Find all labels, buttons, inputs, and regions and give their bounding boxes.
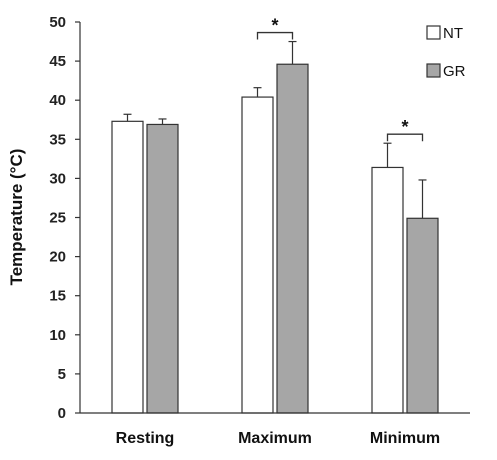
significance-bracket	[256, 31, 294, 40]
y-tick-label: 30	[49, 170, 66, 187]
x-category-label-maximum: Maximum	[238, 430, 312, 447]
bar-nt-minimum	[371, 166, 404, 414]
legend-swatch-gr	[426, 63, 441, 78]
significance-star: *	[401, 117, 408, 137]
significance-star: *	[271, 16, 278, 36]
significance-group: **	[256, 16, 424, 142]
legend: NT GR	[426, 25, 466, 80]
y-tick-label: 5	[58, 366, 66, 383]
y-tick-label: 0	[58, 405, 66, 422]
bar-nt-maximum	[241, 96, 274, 414]
x-category-label-minimum: Minimum	[370, 430, 440, 447]
y-tick-label: 50	[49, 14, 66, 31]
bar-nt-resting	[111, 120, 144, 414]
bar-gr-minimum	[406, 217, 439, 414]
y-axis-title: Temperature (°C)	[7, 149, 26, 286]
y-axis-ticks: 0 5 10 15 20 25 30 35 40 45 50	[49, 14, 80, 422]
y-tick-label: 35	[49, 131, 66, 148]
y-tick-label: 10	[49, 327, 66, 344]
y-tick-label: 25	[49, 210, 66, 227]
legend-swatch-nt	[426, 25, 441, 40]
bar-gr-resting	[146, 123, 179, 414]
legend-label-gr: GR	[443, 63, 466, 80]
x-axis-labels: Resting Maximum Minimum	[116, 430, 440, 447]
y-tick-label: 15	[49, 288, 66, 305]
bars-group	[111, 63, 439, 414]
error-bars-group	[123, 40, 427, 219]
y-tick-label: 45	[49, 53, 66, 70]
significance-bracket	[386, 133, 424, 142]
legend-label-nt: NT	[443, 25, 463, 42]
bar-gr-maximum	[276, 63, 309, 414]
y-tick-label: 20	[49, 249, 66, 266]
y-tick-label: 40	[49, 92, 66, 109]
x-category-label-resting: Resting	[116, 430, 175, 447]
